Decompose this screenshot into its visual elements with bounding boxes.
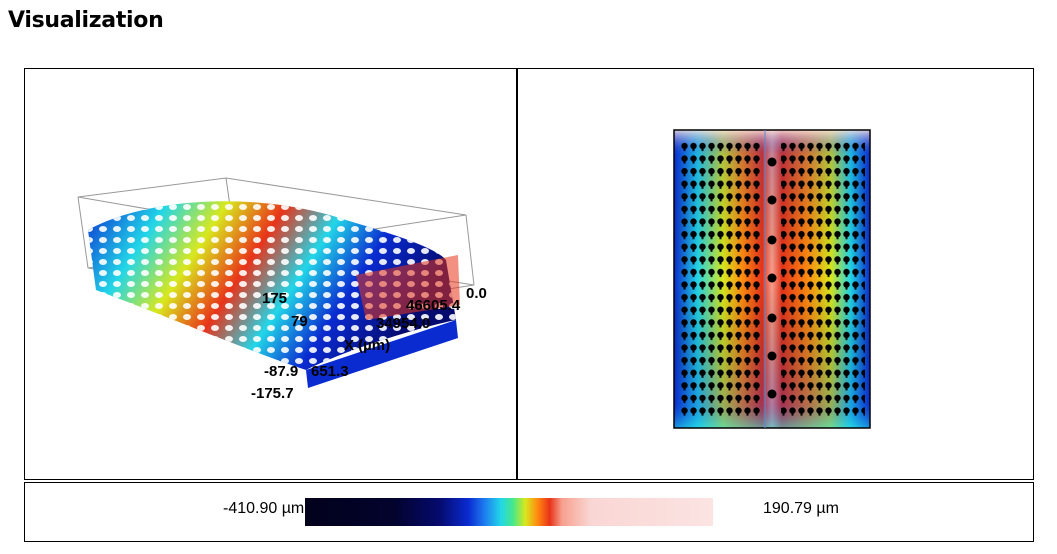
color-scale-bar [305, 498, 713, 526]
axis-tick-label: 34954.0 [376, 315, 430, 332]
center-hole-column [767, 157, 777, 399]
color-scale-legend: -410.90 µm 190.79 µm [24, 482, 1034, 542]
visualization-frame [24, 68, 1034, 480]
surface-mesh [88, 201, 460, 388]
heatmap-2d-view[interactable] [519, 70, 1032, 478]
axis-tick-label: 175 [262, 290, 287, 307]
hole-grid-left [679, 140, 761, 416]
axis-tick-label: 651.3 [311, 363, 349, 380]
page-title: Visualization [8, 8, 164, 33]
panel-divider [516, 68, 518, 480]
hole-grid-right [781, 140, 865, 416]
axis-tick-label: 46605.4 [406, 297, 461, 314]
axis-tick-label: -175.7 [251, 385, 294, 402]
legend-max-label: 190.79 µm [763, 500, 839, 517]
legend-min-label: -410.90 µm [223, 500, 305, 517]
axis-tick-label: 0.0 [466, 285, 487, 302]
surface-3d-view[interactable]: 46605.4 0.0 34954.0 X (µm) -87.9 651.3 -… [26, 70, 514, 478]
axis-title-x: X (µm) [344, 337, 390, 354]
axis-tick-label: -87.9 [264, 363, 298, 380]
axis-tick-label: 79 [291, 313, 308, 330]
